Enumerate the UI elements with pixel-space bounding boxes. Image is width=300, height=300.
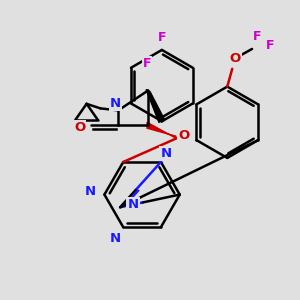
Polygon shape [146, 90, 165, 122]
Polygon shape [147, 122, 176, 138]
Text: F: F [142, 57, 151, 70]
Text: O: O [230, 52, 241, 65]
Text: O: O [74, 121, 85, 134]
Text: F: F [266, 40, 274, 52]
Text: N: N [85, 185, 96, 198]
Text: N: N [160, 147, 171, 160]
Text: O: O [178, 129, 189, 142]
Text: F: F [253, 30, 261, 43]
Text: N: N [110, 232, 121, 244]
Text: N: N [128, 198, 139, 211]
Text: N: N [110, 97, 121, 110]
Text: F: F [158, 31, 166, 44]
